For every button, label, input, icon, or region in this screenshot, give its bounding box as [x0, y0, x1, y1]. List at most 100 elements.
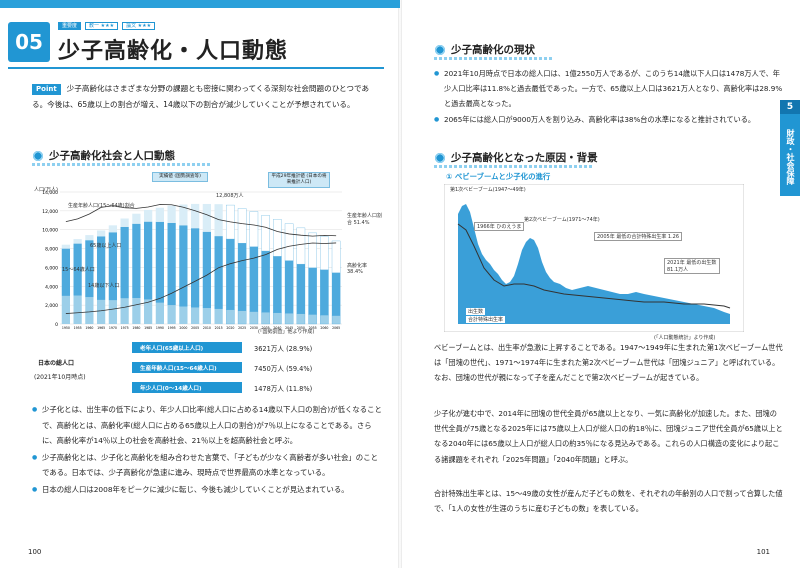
bar-14歳以下人口	[202, 308, 211, 324]
bullet-item: 少子化とは、出生率の低下により、年少人口比率(総人口に占める14歳以下人口の割合…	[32, 402, 384, 449]
bar-14歳以下人口	[214, 308, 223, 324]
y-tick-label: 4,000	[45, 284, 58, 290]
x-tick-label: 1980	[132, 326, 140, 330]
bar-14歳以下人口	[226, 309, 235, 325]
bar-14歳以下人口	[167, 305, 176, 324]
callout-projected-text: 平成29年推計値 (日本の将来推計人口)	[271, 174, 327, 185]
left-bullets: 少子化とは、出生率の低下により、年少人口比率(総人口に占める14歳以下人口の割合…	[32, 402, 384, 498]
fertility-line	[457, 223, 731, 309]
bar-65歳以上人口	[167, 205, 176, 223]
right-label-aging: 高齢化率 38.4%	[347, 263, 368, 275]
bar-15〜64歳人口	[61, 248, 70, 296]
label-old: 65歳以上人口	[90, 243, 122, 249]
bar-15〜64歳人口	[249, 246, 259, 312]
section-underline	[434, 165, 594, 168]
peak-label: 12,808万人	[216, 193, 244, 199]
aging-rate-line	[65, 242, 337, 314]
bar-14歳以下人口	[249, 311, 259, 325]
section-title: 少子高齢化社会と人口動態	[49, 150, 175, 162]
bar-15〜64歳人口	[73, 243, 82, 296]
bar-65歳以上人口	[202, 203, 211, 232]
bar-14歳以下人口	[273, 312, 282, 325]
population-summary: 日本の総人口 (2021年10月時点) 老年人口(65歳以上人口) 3621万人…	[32, 342, 384, 394]
y-unit-label: 人口(万人)	[34, 187, 58, 193]
bar-65歳以上人口	[144, 209, 153, 222]
bar-15〜64歳人口	[284, 260, 294, 314]
bar-14歳以下人口	[261, 312, 270, 325]
x-tick-label: 2020	[226, 326, 234, 330]
bar-65歳以上人口	[284, 223, 294, 261]
paragraph-3: 合計特殊出生率とは、15〜49歳の女性が産んだ子どもの数を、それぞれの年齢別の人…	[434, 489, 783, 514]
bar-15〜64歳人口	[120, 226, 129, 299]
bar-15〜64歳人口	[191, 228, 200, 308]
bar-15〜64歳人口	[179, 225, 188, 307]
bar-14歳以下人口	[97, 299, 106, 324]
x-tick-label: 2025	[238, 326, 246, 330]
bar-15〜64歳人口	[261, 250, 270, 313]
bar-65歳以上人口	[273, 219, 282, 257]
x-tick-label: 2050	[297, 326, 305, 330]
bar-14歳以下人口	[155, 302, 164, 324]
callout-actual: 実績値 (国勢調査等)	[152, 172, 208, 182]
bar-15〜64歳人口	[308, 267, 317, 315]
x-tick-label: 1995	[168, 326, 176, 330]
bar-15〜64歳人口	[202, 231, 211, 309]
section-underline	[434, 57, 554, 60]
bar-14歳以下人口	[179, 306, 188, 324]
bullet-item: 2065年には総人口が9000万人を割り込み、高齢化率は38%台の水準になると推…	[434, 112, 784, 127]
tag-essay: 論文 ★★★	[122, 22, 156, 30]
x-tick-label: 1975	[121, 326, 129, 330]
x-tick-label: 1950	[62, 326, 70, 330]
bar-14歳以下人口	[61, 295, 70, 324]
page-number-left: 100	[28, 548, 42, 556]
chart2-label-4: 2005年 最低の合計特殊出生率 1.26	[594, 232, 683, 241]
x-tick-label: 1960	[85, 326, 93, 330]
tag-importance: 重要度	[58, 22, 82, 30]
page-number-right: 101	[756, 548, 770, 556]
bar-65歳以上人口	[132, 213, 141, 224]
chapter-side-tab: 財政・社会保障	[780, 100, 800, 196]
y-tick-label: 6,000	[45, 265, 58, 271]
page-title: 少子高齢化・人口動態	[58, 39, 289, 64]
bar-65歳以上人口	[237, 208, 247, 244]
point-badge: Point	[32, 84, 61, 95]
chart2-source: (「人口動態統計」より作成)	[654, 335, 716, 341]
left-page: 05 重要度 教一 ★★★ 論文 ★★★ 少子高齢化・人口動態 Point 少子高…	[0, 0, 400, 568]
bar-65歳以上人口	[61, 244, 70, 249]
bar-65歳以上人口	[331, 240, 341, 273]
chapter-side-number: 5	[780, 100, 800, 114]
section-heading: 少子高齢化の現状	[434, 42, 535, 57]
y-tick-label: 0	[55, 322, 58, 328]
bar-15〜64歳人口	[226, 238, 235, 310]
right-page: 少子高齢化の現状 2021年10月時点で日本の総人口は、1億2550万人であるが…	[400, 0, 800, 568]
old-pop-bar: 老年人口(65歳以上人口)	[132, 342, 242, 353]
bar-65歳以上人口	[191, 203, 200, 229]
x-tick-label: 2060	[320, 326, 328, 330]
bar-14歳以下人口	[108, 300, 117, 324]
summary-date: (2021年10月時点)	[34, 374, 86, 381]
label-young: 14歳以下人口	[88, 283, 120, 289]
y-tick-label: 14,000	[42, 190, 58, 196]
bar-65歳以上人口	[261, 215, 270, 252]
y-tick-label: 12,000	[42, 209, 58, 215]
bar-14歳以下人口	[308, 314, 317, 325]
bar-14歳以下人口	[320, 314, 329, 325]
bullet-item: 2021年10月時点で日本の総人口は、1億2550万人であるが、このうち14歳以…	[434, 66, 784, 112]
section-bullet-icon	[434, 151, 446, 164]
bar-65歳以上人口	[214, 204, 223, 237]
bar-15〜64歳人口	[144, 221, 153, 300]
bar-14歳以下人口	[120, 298, 129, 324]
paragraph-2: 少子化が進む中で、2014年に団塊の世代全員が65歳以上となり、一気に高齢化が加…	[434, 409, 783, 464]
bar-14歳以下人口	[132, 298, 141, 324]
x-tick-label: 2030	[250, 326, 258, 330]
subsection-title: ① ベビーブームと少子化の進行	[446, 172, 551, 181]
bar-14歳以下人口	[85, 297, 94, 324]
side-tab-label: 財政・社会保障	[786, 129, 795, 185]
section-underline	[32, 163, 212, 166]
summary-title: 日本の総人口	[38, 360, 75, 367]
bar-65歳以上人口	[179, 204, 188, 226]
y-tick-label: 10,000	[42, 228, 58, 234]
right-bullets-1: 2021年10月時点で日本の総人口は、1億2550万人であるが、このうち14歳以…	[434, 66, 784, 127]
label-working-ratio: 生産年齢人口(15〜64歳)割合	[68, 203, 135, 209]
chart2-label-5: 2021年 最低の出生数 81.1万人	[664, 258, 720, 274]
